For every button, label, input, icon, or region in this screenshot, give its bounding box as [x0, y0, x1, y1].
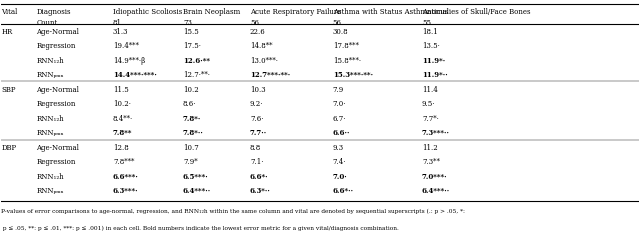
Text: 7.0·: 7.0·: [333, 100, 346, 108]
Text: 13.0***·: 13.0***·: [250, 57, 278, 65]
Text: Regression: Regression: [36, 158, 76, 166]
Text: 7.3***··: 7.3***··: [422, 129, 450, 137]
Text: 18.1: 18.1: [422, 28, 438, 36]
Text: 56: 56: [250, 18, 259, 27]
Text: HR: HR: [1, 28, 13, 36]
Text: 73: 73: [183, 18, 192, 27]
Text: 11.9*··: 11.9*··: [422, 71, 448, 79]
Text: 6.6··: 6.6··: [333, 129, 350, 137]
Text: 6.6*·: 6.6*·: [250, 173, 269, 181]
Text: Acute Respiratory Failure: Acute Respiratory Failure: [250, 9, 341, 16]
Text: 8.8: 8.8: [250, 144, 261, 152]
Text: 81: 81: [113, 18, 122, 27]
Text: 7.8*·: 7.8*·: [183, 115, 202, 123]
Text: 12.6·**: 12.6·**: [183, 57, 210, 65]
Text: 7.0***·: 7.0***·: [422, 173, 447, 181]
Text: 7.9: 7.9: [333, 86, 344, 94]
Text: Age-Normal: Age-Normal: [36, 144, 79, 152]
Text: 9.2·: 9.2·: [250, 100, 264, 108]
Text: RNNₚₘₙ: RNNₚₘₙ: [36, 187, 64, 196]
Text: 30.8: 30.8: [333, 28, 348, 36]
Text: 6.6***·: 6.6***·: [113, 173, 139, 181]
Text: 12.7***·**·: 12.7***·**·: [250, 71, 290, 79]
Text: 7.0·: 7.0·: [333, 173, 348, 181]
Text: SBP: SBP: [1, 86, 16, 94]
Text: Asthma with Status Asthmaticus: Asthma with Status Asthmaticus: [333, 9, 448, 16]
Text: Count: Count: [36, 18, 58, 27]
Text: 6.3***·: 6.3***·: [113, 187, 138, 196]
Text: 8.4**·: 8.4**·: [113, 115, 133, 123]
Text: Anomalies of Skull/Face Bones: Anomalies of Skull/Face Bones: [422, 9, 531, 16]
Text: Age-Normal: Age-Normal: [36, 86, 79, 94]
Text: 14.4***·***·: 14.4***·***·: [113, 71, 157, 79]
Text: 22.6: 22.6: [250, 28, 266, 36]
Text: Brain Neoplasm: Brain Neoplasm: [183, 9, 240, 16]
Text: 6.6*··: 6.6*··: [333, 187, 354, 196]
Text: RNNₚₘₙ: RNNₚₘₙ: [36, 129, 64, 137]
Text: RNN₁₂h: RNN₁₂h: [36, 57, 64, 65]
Text: 10.2·: 10.2·: [113, 100, 131, 108]
Text: 17.5·: 17.5·: [183, 42, 201, 50]
Text: 6.7·: 6.7·: [333, 115, 346, 123]
Text: 9.5·: 9.5·: [422, 100, 435, 108]
Text: Vital: Vital: [1, 9, 18, 16]
Text: 11.4: 11.4: [422, 86, 438, 94]
Text: Idiopathic Scoliosis: Idiopathic Scoliosis: [113, 9, 182, 16]
Text: Regression: Regression: [36, 42, 76, 50]
Text: 6.4***··: 6.4***··: [183, 187, 211, 196]
Text: 6.4***··: 6.4***··: [422, 187, 450, 196]
Text: RNNₚₘₙ: RNNₚₘₙ: [36, 71, 64, 79]
Text: 15.3***·**·: 15.3***·**·: [333, 71, 373, 79]
Text: 11.5: 11.5: [113, 86, 129, 94]
Text: 31.3: 31.3: [113, 28, 129, 36]
Text: 17.8***: 17.8***: [333, 42, 358, 50]
Text: RNN₁₂h: RNN₁₂h: [36, 173, 64, 181]
Text: 7.3**: 7.3**: [422, 158, 440, 166]
Text: 11.2: 11.2: [422, 144, 438, 152]
Text: 15.8***·: 15.8***·: [333, 57, 361, 65]
Text: 12.7·**·: 12.7·**·: [183, 71, 210, 79]
Text: 7.6·: 7.6·: [250, 115, 264, 123]
Text: 7.9*: 7.9*: [183, 158, 198, 166]
Text: 7.7··: 7.7··: [250, 129, 267, 137]
Text: 11.9*·: 11.9*·: [422, 57, 445, 65]
Text: 8.6·: 8.6·: [183, 100, 196, 108]
Text: 9.3: 9.3: [333, 144, 344, 152]
Text: 7.8***: 7.8***: [113, 158, 134, 166]
Text: 10.3: 10.3: [250, 86, 266, 94]
Text: DBP: DBP: [1, 144, 17, 152]
Text: Regression: Regression: [36, 100, 76, 108]
Text: 12.8: 12.8: [113, 144, 129, 152]
Text: P-values of error comparisons to age-normal, regression, and RNN₁₂h within the s: P-values of error comparisons to age-nor…: [1, 209, 465, 214]
Text: 10.7: 10.7: [183, 144, 199, 152]
Text: 7.7*·: 7.7*·: [422, 115, 439, 123]
Text: 19.4***: 19.4***: [113, 42, 139, 50]
Text: 6.3*··: 6.3*··: [250, 187, 271, 196]
Text: 7.1·: 7.1·: [250, 158, 264, 166]
Text: 14.9***·β: 14.9***·β: [113, 57, 145, 65]
Text: 7.4·: 7.4·: [333, 158, 346, 166]
Text: 13.5·: 13.5·: [422, 42, 440, 50]
Text: p ≤ .05, **: p ≤ .01, ***: p ≤ .001) in each cell. Bold numbers indicate the low: p ≤ .05, **: p ≤ .01, ***: p ≤ .001) in …: [1, 226, 399, 231]
Text: 7.8*··: 7.8*··: [183, 129, 204, 137]
Text: Diagnosis: Diagnosis: [36, 9, 71, 16]
Text: 10.2: 10.2: [183, 86, 199, 94]
Text: Age-Normal: Age-Normal: [36, 28, 79, 36]
Text: 7.8**: 7.8**: [113, 129, 132, 137]
Text: 6.5***·: 6.5***·: [183, 173, 209, 181]
Text: 55: 55: [422, 18, 431, 27]
Text: 15.5: 15.5: [183, 28, 199, 36]
Text: RNN₁₂h: RNN₁₂h: [36, 115, 64, 123]
Text: 14.8**: 14.8**: [250, 42, 273, 50]
Text: 56: 56: [333, 18, 342, 27]
